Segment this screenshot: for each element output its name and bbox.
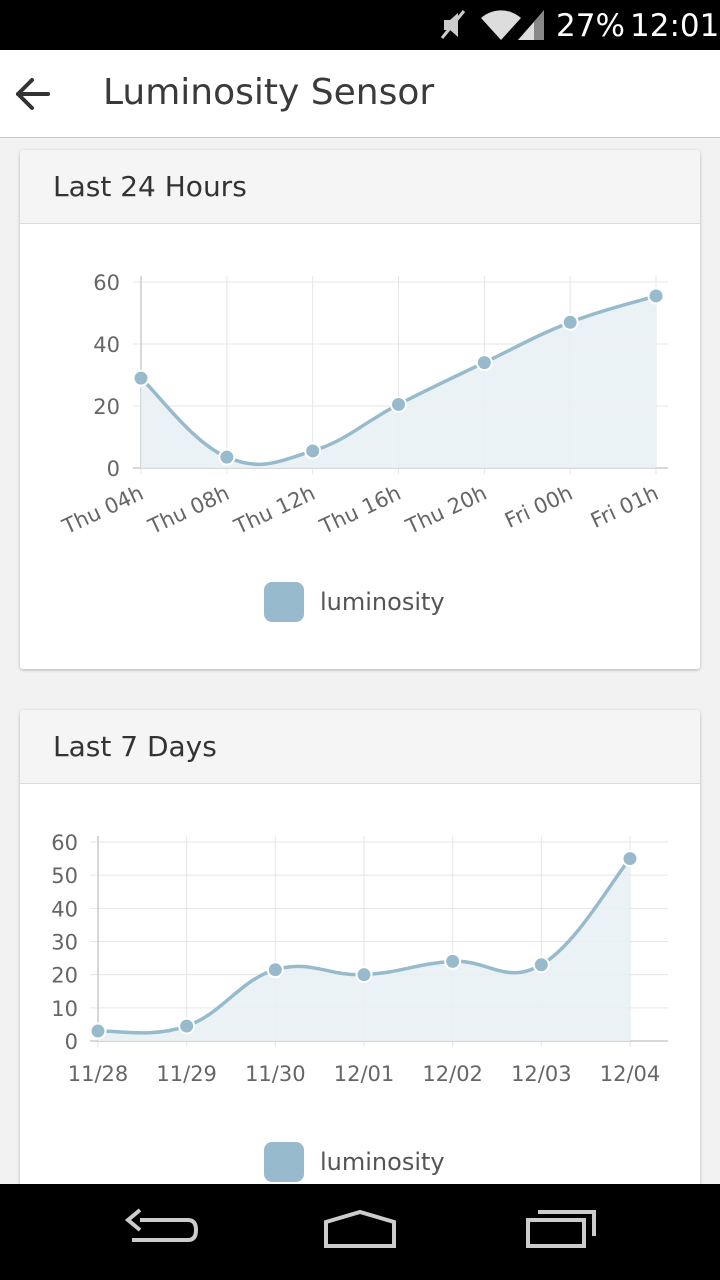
nav-back-button[interactable] [110,1202,210,1262]
back-button[interactable] [10,70,58,118]
battery-percent: 27% [556,8,625,44]
x-tick-label: 12/03 [511,1062,572,1086]
card-title: Last 7 Days [53,730,217,763]
data-point [304,442,322,460]
card-header: Last 7 Days [20,710,700,784]
data-point [132,369,150,387]
content-scroll[interactable]: Last 24 Hours 0 20 40 60 Thu 04h Thu 08h Thu 1… [0,138,720,1184]
legend-swatch [264,1142,304,1182]
legend-swatch [264,582,304,622]
data-point [647,287,665,305]
data-point [444,952,462,970]
wifi-icon [481,10,521,40]
nav-recents-button[interactable] [510,1202,610,1262]
chart-legend: luminosity [20,582,700,622]
page-title: Luminosity Sensor [103,72,435,113]
x-tick-label: Thu 04h [58,481,147,540]
arrow-left-icon [16,78,50,110]
y-tick-label: 10 [51,997,78,1021]
y-tick-label: 0 [107,457,120,481]
data-point [266,961,284,979]
x-tick-label: 12/04 [600,1062,661,1086]
x-tick-label: 12/02 [422,1062,483,1086]
y-tick-label: 40 [93,333,120,357]
data-point [475,354,493,372]
data-point [178,1017,196,1035]
cell-signal-icon [518,10,544,40]
y-tick-label: 20 [93,395,120,419]
nav-back-icon [124,1208,199,1242]
y-tick-label: 30 [51,931,78,955]
data-point [218,448,236,466]
status-bar: 27% 12:01 [0,0,720,50]
app-bar: Luminosity Sensor [0,50,720,138]
series-area [98,858,630,1041]
legend-label: luminosity [320,588,445,616]
data-point [532,956,550,974]
y-tick-label: 60 [51,831,78,855]
y-tick-label: 0 [65,1030,78,1054]
x-tick-label: Fri 01h [587,481,662,533]
card-last-24-hours: Last 24 Hours 0 20 40 60 Thu 04h Thu 08h Thu 1… [20,150,700,669]
y-tick-label: 50 [51,864,78,888]
y-tick-label: 60 [93,271,120,295]
card-title: Last 24 Hours [53,170,247,203]
x-tick-label: Thu 16h [315,481,404,540]
x-tick-label: Thu 20h [401,481,490,540]
y-tick-label: 20 [51,964,78,988]
data-point [621,850,639,868]
x-tick-label: 11/29 [156,1062,217,1086]
legend-label: luminosity [320,1148,445,1176]
card-header: Last 24 Hours [20,150,700,224]
x-tick-label: Thu 12h [230,481,319,540]
mute-icon [440,10,466,39]
card-last-7-days: Last 7 Days 0 10 20 30 40 50 60 11/28 11/29 11/30… [20,710,700,1184]
x-tick-label: Fri 00h [501,481,576,533]
x-tick-label: Thu 08h [144,481,233,540]
series-area [141,295,656,468]
data-point [561,313,579,331]
nav-recents-icon [526,1210,596,1248]
nav-home-button[interactable] [310,1202,410,1262]
data-point [89,1022,107,1040]
data-point [390,395,407,413]
clock: 12:01 [630,8,720,44]
x-tick-label: 11/30 [245,1062,306,1086]
nav-home-icon [324,1209,396,1248]
chart-legend: luminosity [20,1142,700,1182]
navigation-bar [0,1184,720,1280]
data-point [355,966,373,984]
chart-last-7-days: 0 10 20 30 40 50 60 11/28 11/29 11/30 12/01 12/02 12… [51,831,668,1086]
y-tick-label: 40 [51,897,78,921]
x-tick-label: 11/28 [68,1062,129,1086]
x-tick-label: 12/01 [334,1062,395,1086]
